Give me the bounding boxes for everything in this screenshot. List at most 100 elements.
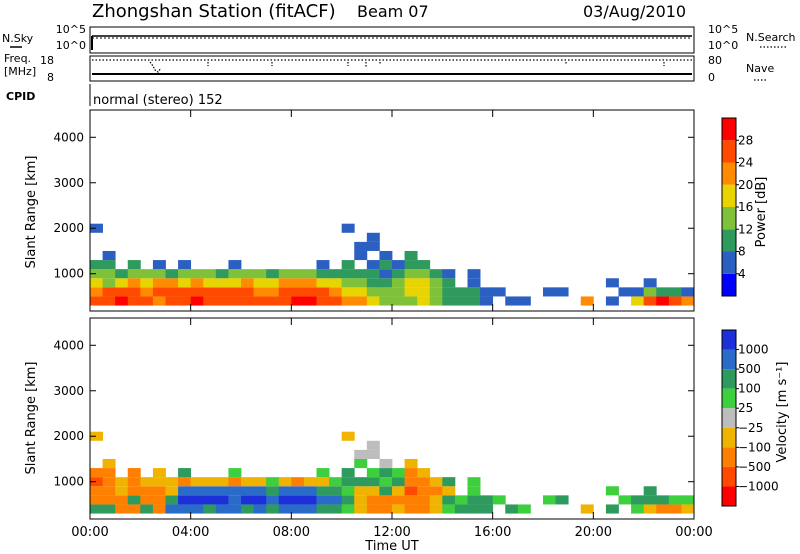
- power-cell: [178, 260, 192, 270]
- power-cell: [140, 296, 154, 306]
- power-cell: [165, 269, 179, 279]
- velocity-colorbar-tick-label: −25: [738, 421, 763, 435]
- power-cell: [467, 278, 481, 288]
- x-tick-label: 20:00: [575, 525, 612, 540]
- power-cell: [480, 287, 494, 297]
- y-tick-label: 2000: [53, 221, 84, 235]
- power-cell: [366, 278, 380, 288]
- velocity-cell: [631, 504, 645, 514]
- power-cell: [467, 269, 481, 279]
- power-cell: [404, 278, 418, 288]
- power-cell: [140, 269, 154, 279]
- velocity-cell: [140, 495, 154, 505]
- power-cell: [643, 296, 657, 306]
- power-cell: [316, 296, 330, 306]
- power-cell: [417, 260, 431, 270]
- nsky-frame: [89, 26, 695, 54]
- power-cell: [354, 241, 368, 251]
- power-cell: [165, 278, 179, 288]
- velocity-cell: [140, 477, 154, 487]
- power-colorbar-tick-label: 4: [738, 267, 746, 281]
- power-cell: [379, 287, 393, 297]
- velocity-cell: [90, 486, 103, 496]
- power-cell: [643, 287, 657, 297]
- power-colorbar-tick-label: 20: [738, 178, 753, 192]
- velocity-cell: [253, 495, 267, 505]
- freq-frame: [89, 55, 695, 82]
- velocity-cell: [165, 504, 179, 514]
- power-cell: [392, 269, 405, 279]
- power-cell: [228, 296, 242, 306]
- power-cell: [366, 232, 380, 242]
- velocity-cell: [392, 477, 405, 487]
- velocity-x-axis: 00:00 04:00 08:00 12:00 16:00 20:00 00:00: [71, 318, 713, 540]
- power-cell: [115, 287, 129, 297]
- velocity-cell: [442, 495, 456, 505]
- velocity-cell: [354, 449, 368, 459]
- power-cell: [215, 296, 229, 306]
- power-cell: [417, 269, 431, 279]
- velocity-cell: [102, 504, 116, 514]
- velocity-colorbar-frame: [721, 329, 737, 507]
- velocity-cell: [127, 495, 141, 505]
- velocity-cell: [253, 477, 267, 487]
- velocity-cell: [127, 486, 141, 496]
- power-cell: [366, 241, 380, 251]
- velocity-cell: [392, 495, 405, 505]
- velocity-heatmap: [90, 431, 695, 514]
- power-cell: [278, 287, 292, 297]
- power-cell: [517, 296, 531, 306]
- cpid-text: normal (stereo) 152: [93, 93, 223, 108]
- velocity-cell: [329, 486, 343, 496]
- velocity-cell: [618, 495, 632, 505]
- power-cell: [102, 269, 116, 279]
- velocity-colorbar-segment: [722, 486, 736, 506]
- velocity-y-label: Slant Range [km]: [24, 362, 39, 475]
- power-cell: [505, 296, 519, 306]
- power-cell: [203, 287, 217, 297]
- velocity-cell: [90, 468, 103, 478]
- velocity-cell: [404, 477, 418, 487]
- velocity-cell: [643, 504, 657, 514]
- power-cell: [329, 278, 343, 288]
- power-cell: [366, 269, 380, 279]
- velocity-cell: [178, 495, 192, 505]
- power-cell: [429, 296, 443, 306]
- power-colorbar-tick-label: 28: [738, 133, 753, 147]
- power-cell: [165, 287, 179, 297]
- power-cell: [341, 287, 355, 297]
- y-tick-label: 3000: [53, 176, 84, 190]
- velocity-cell: [140, 504, 154, 514]
- power-cell: [140, 278, 154, 288]
- power-cell: [178, 296, 192, 306]
- power-cell: [379, 296, 393, 306]
- velocity-cell: [555, 495, 569, 505]
- power-cell: [102, 250, 116, 261]
- power-cell: [266, 296, 280, 306]
- power-cell: [354, 296, 368, 306]
- velocity-cell: [102, 495, 116, 505]
- velocity-cell: [354, 486, 368, 496]
- power-colorbar-tick-label: 24: [738, 156, 753, 170]
- power-cell: [543, 287, 556, 297]
- velocity-cell: [379, 458, 393, 469]
- velocity-cell: [392, 486, 405, 496]
- power-cell: [354, 269, 368, 279]
- velocity-cell: [90, 495, 103, 505]
- power-colorbar-segment: [722, 207, 736, 230]
- velocity-cell: [266, 486, 280, 496]
- power-cell: [190, 278, 204, 288]
- power-cell: [203, 269, 217, 279]
- velocity-cell: [165, 486, 179, 496]
- power-cell: [618, 287, 632, 297]
- velocity-cell: [379, 495, 393, 505]
- station-title: Zhongshan Station (fitACF): [92, 1, 336, 22]
- velocity-cell: [379, 504, 393, 514]
- power-cell: [429, 287, 443, 297]
- power-y-label: Slant Range [km]: [24, 156, 39, 269]
- power-cell: [454, 296, 468, 306]
- power-cell: [379, 250, 393, 261]
- velocity-colorbar-segment: [722, 330, 736, 350]
- power-cell: [102, 260, 116, 270]
- nave-tick-top: 80: [708, 54, 722, 67]
